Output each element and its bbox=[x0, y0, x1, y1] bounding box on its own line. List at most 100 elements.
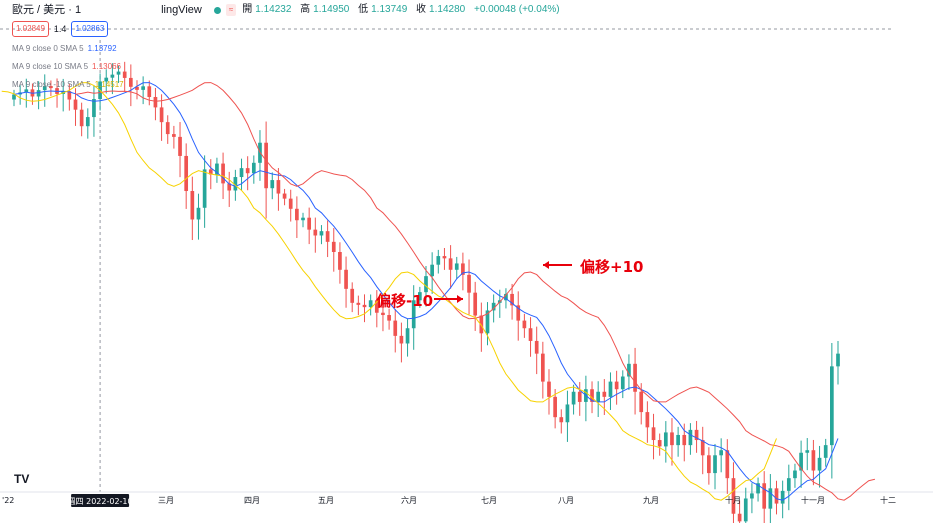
candle-body bbox=[418, 292, 422, 301]
candle-body bbox=[153, 96, 158, 108]
arrow-offset-minus-icon-head bbox=[457, 295, 463, 303]
candle-body bbox=[461, 263, 465, 275]
candle-body bbox=[411, 300, 416, 329]
candle-body bbox=[110, 74, 115, 78]
candle-body bbox=[743, 498, 748, 522]
crosshair-date-label: 週四 2022-02-10 bbox=[68, 497, 133, 506]
spread-value: 1.4 bbox=[53, 24, 67, 34]
candle-body bbox=[436, 256, 441, 265]
candle-body bbox=[670, 432, 674, 446]
candle-body bbox=[504, 293, 508, 301]
ohlc-high-value: 1.14950 bbox=[313, 4, 350, 15]
candle-body bbox=[608, 381, 613, 397]
candle-body bbox=[141, 86, 145, 90]
candle-body bbox=[516, 305, 521, 321]
ohlc-low-value: 1.13749 bbox=[371, 4, 408, 15]
candle-body bbox=[104, 77, 109, 82]
candle-body bbox=[135, 86, 139, 90]
candle-body bbox=[319, 231, 324, 236]
candle-body bbox=[307, 217, 312, 230]
candle-body bbox=[368, 300, 373, 308]
candle-body bbox=[128, 77, 133, 87]
tradingview-logo-icon[interactable]: TV bbox=[14, 472, 30, 486]
candle-body bbox=[830, 366, 834, 446]
candle-body bbox=[301, 217, 305, 221]
ohlc-open-label: 開 bbox=[242, 4, 253, 15]
candle-body bbox=[799, 452, 803, 471]
candle-body bbox=[374, 300, 379, 313]
candle-body bbox=[731, 478, 736, 514]
candle-body bbox=[251, 162, 256, 174]
buy-button[interactable]: 1.02863 bbox=[71, 21, 109, 37]
candle-body bbox=[276, 180, 281, 194]
candle-body bbox=[221, 163, 225, 184]
candle-body bbox=[620, 376, 625, 390]
indicator-ma-plus[interactable]: MA 9 close 10 SMA 5 1.13066 bbox=[12, 61, 566, 73]
x-tick-label: 六月 bbox=[401, 495, 417, 505]
candle-body bbox=[165, 122, 170, 135]
candle-body bbox=[24, 89, 29, 93]
candle-body bbox=[651, 427, 656, 441]
candle-body bbox=[719, 450, 724, 456]
candle-body bbox=[817, 457, 822, 471]
indicator-ma-minus[interactable]: MA 9 close -10 SMA 5 1.14517 bbox=[12, 79, 566, 91]
candle-body bbox=[467, 274, 471, 293]
candle-body bbox=[590, 389, 594, 402]
candle-body bbox=[756, 483, 760, 494]
candle-body bbox=[559, 417, 564, 423]
candle-body bbox=[239, 168, 244, 178]
indicator-ma-plus-label: MA 9 close 10 SMA 5 bbox=[12, 62, 89, 71]
candle-body bbox=[245, 168, 250, 174]
ohlc-close-value: 1.14280 bbox=[429, 4, 466, 15]
candle-body bbox=[491, 302, 496, 311]
candle-body bbox=[793, 470, 797, 479]
candle-body bbox=[338, 252, 342, 270]
candle-body bbox=[85, 117, 90, 127]
candle-body bbox=[399, 335, 404, 344]
candle-body bbox=[528, 328, 533, 341]
candle-body bbox=[713, 455, 717, 474]
x-tick-label: 十二 bbox=[880, 495, 896, 505]
candle-body bbox=[233, 177, 238, 191]
candle-body bbox=[510, 293, 514, 306]
candle-body bbox=[12, 94, 16, 100]
indicator-ma-0[interactable]: MA 9 close 0 SMA 5 1.13792 bbox=[12, 43, 566, 55]
annotation-offset-minus: 偏移-10 bbox=[376, 292, 434, 310]
candle-body bbox=[639, 391, 644, 413]
candle-body bbox=[553, 396, 557, 418]
candle-body bbox=[184, 155, 189, 192]
candle-body bbox=[92, 99, 96, 118]
candle-body bbox=[836, 353, 840, 367]
x-tick-label: 五月 bbox=[318, 496, 334, 505]
candle-body bbox=[73, 99, 78, 110]
candle-body bbox=[159, 107, 164, 123]
candle-body bbox=[534, 340, 539, 354]
x-tick-label: 四月 bbox=[244, 496, 260, 505]
candle-body bbox=[645, 412, 650, 428]
candle-body bbox=[36, 90, 41, 97]
candle-body bbox=[707, 455, 711, 474]
candle-body bbox=[762, 483, 767, 509]
x-tick-label: 九月 bbox=[643, 496, 659, 505]
chart-legend: 歐元 / 美元 · 1 lingView ≈ 開 1.14232 高 1.14950… bbox=[12, 4, 566, 97]
indicator-ma-minus-label: MA 9 close -10 SMA 5 bbox=[12, 80, 91, 89]
candle-body bbox=[614, 381, 619, 390]
candle-body bbox=[657, 440, 662, 447]
candle-body bbox=[454, 263, 459, 270]
candle-body bbox=[313, 229, 318, 236]
candle-body bbox=[282, 193, 287, 199]
sell-button[interactable]: 1.02849 bbox=[12, 21, 49, 37]
ma-0-line bbox=[13, 82, 839, 501]
candle-body bbox=[178, 136, 182, 156]
wave-icon[interactable]: ≈ bbox=[225, 4, 237, 16]
candle-body bbox=[694, 429, 699, 441]
ohlc-open-value: 1.14232 bbox=[255, 4, 292, 15]
candle-body bbox=[448, 258, 453, 270]
candle-body bbox=[147, 86, 152, 97]
candle-body bbox=[288, 198, 293, 209]
candle-body bbox=[633, 363, 637, 392]
symbol-title[interactable]: 歐元 / 美元 · 1 bbox=[12, 4, 82, 16]
candle-body bbox=[331, 241, 336, 252]
candle-body bbox=[479, 315, 484, 334]
